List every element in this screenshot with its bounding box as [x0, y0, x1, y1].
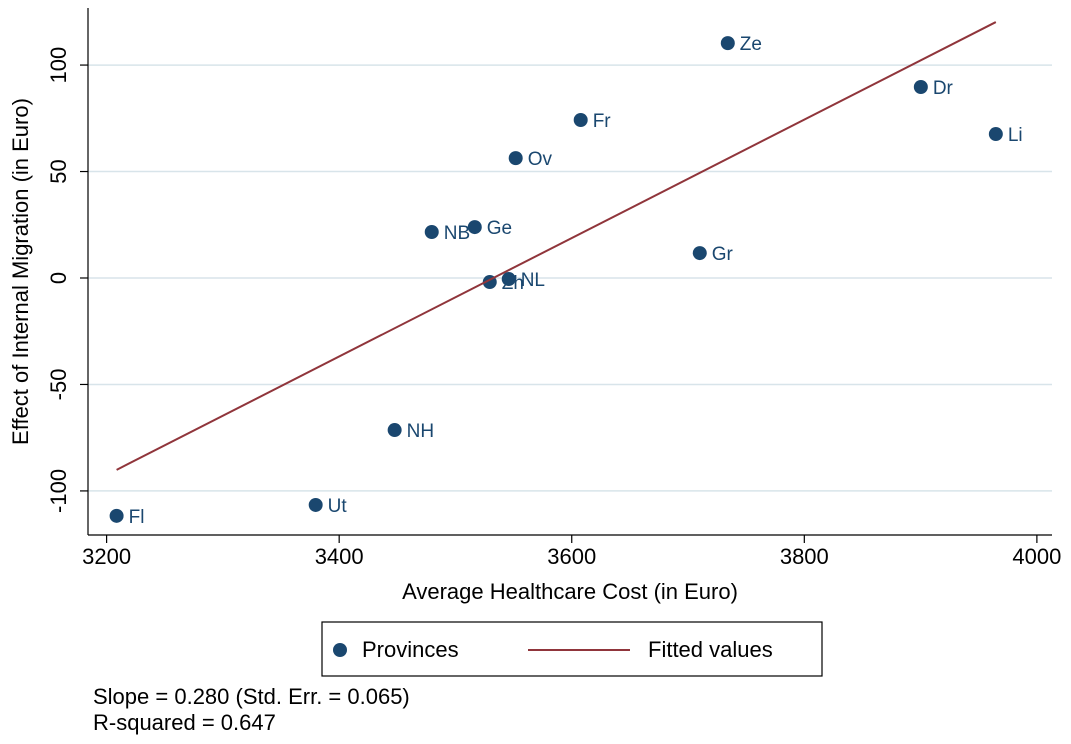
point [692, 246, 707, 261]
x-axis-title: Average Healthcare Cost (in Euro) [402, 579, 738, 604]
x-tick-label: 3600 [547, 544, 596, 569]
point-label: Ge [487, 218, 512, 239]
point [573, 113, 588, 128]
point-label: NH [407, 421, 434, 442]
note: Slope = 0.280 (Std. Err. = 0.065) [93, 684, 410, 709]
point [720, 36, 735, 51]
fitted-line [116, 21, 997, 471]
x-tick-label: 3400 [315, 544, 364, 569]
point-label: Li [1008, 125, 1023, 146]
point-label: Fr [593, 111, 612, 132]
point [109, 508, 124, 523]
point [424, 225, 439, 240]
point-label: Dr [933, 78, 954, 99]
note: R-squared = 0.647 [93, 710, 276, 735]
legend-label: Fitted values [648, 637, 773, 662]
point-label: Ze [740, 34, 762, 55]
point-label: Fl [129, 507, 145, 528]
legend-label: Provinces [362, 637, 459, 662]
point [308, 497, 323, 512]
x-tick-label: 3800 [780, 544, 829, 569]
legend-marker [333, 643, 347, 657]
y-axis-title: Effect of Internal Migration (in Euro) [8, 98, 33, 445]
y-tick-label: -100 [46, 469, 71, 513]
y-tick-label: 100 [46, 47, 71, 84]
point [501, 272, 516, 287]
point [988, 127, 1003, 142]
y-tick-label: -50 [46, 369, 71, 401]
point [508, 151, 523, 166]
point [387, 423, 402, 438]
point-label: Ut [328, 496, 348, 517]
point [467, 220, 482, 235]
point-label: NB [444, 223, 470, 244]
x-tick-label: 4000 [1012, 544, 1061, 569]
point-label: Gr [712, 244, 734, 265]
point [913, 79, 928, 94]
point-label: NL [521, 270, 545, 291]
point-label: Ov [528, 149, 553, 170]
y-tick-label: 0 [46, 272, 71, 284]
y-tick-label: 50 [46, 159, 71, 183]
x-tick-label: 3200 [82, 544, 131, 569]
